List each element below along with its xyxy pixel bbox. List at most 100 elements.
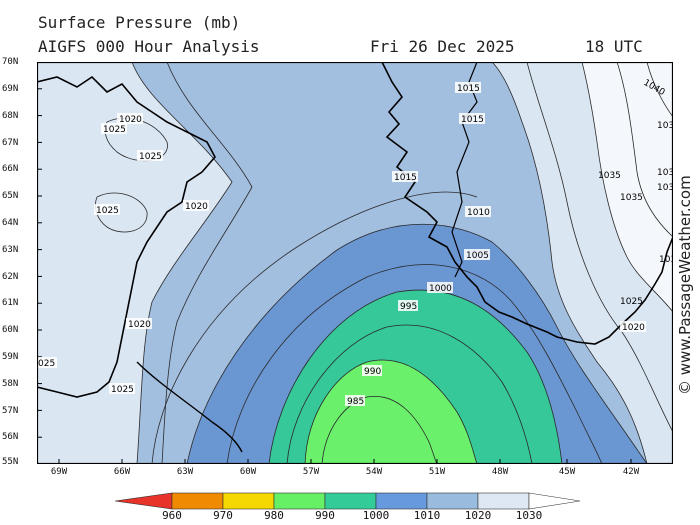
newfoundland-coast	[136, 361, 243, 453]
contour-label: 1035	[598, 171, 621, 181]
legend-swatch-1030	[477, 492, 530, 510]
lon-label: 63W	[176, 467, 194, 477]
lat-label: 65N	[2, 191, 19, 201]
legend-swatch-1010	[375, 492, 428, 510]
map-frame	[37, 62, 673, 464]
contour-label-text: 1025	[111, 385, 134, 395]
legend-tick: 1030	[515, 509, 543, 522]
contour-label-text: 1010	[467, 208, 490, 218]
contour-label: 1025	[109, 383, 135, 395]
contour-label: 025	[37, 357, 57, 369]
pressure-legend	[115, 492, 581, 510]
lat-label: 58N	[2, 379, 19, 389]
contour-label-text: 990	[364, 367, 381, 377]
legend-swatch-max	[528, 492, 581, 510]
contour-label-text: 1015	[394, 173, 417, 183]
contour-label-text: 1025	[139, 152, 162, 162]
contour-label: 1015	[455, 82, 481, 94]
contour-label: 985	[345, 395, 365, 407]
legend-swatch-960	[115, 492, 173, 510]
contour-label: 1025	[137, 150, 163, 162]
contour-label-text: 985	[347, 397, 364, 407]
legend-tick: 980	[264, 509, 284, 522]
lon-label: 66W	[113, 467, 131, 477]
lon-label: 54W	[365, 467, 383, 477]
pressure-map: 1020 1025 1025 1025 1020 1020 025 1025 1…	[37, 62, 673, 464]
valid-date: Fri 26 Dec 2025	[370, 37, 515, 56]
contour-label-text: 1020	[119, 115, 142, 125]
lat-label: 56N	[2, 432, 19, 442]
legend-tick: 1000	[362, 509, 390, 522]
model-run: AIGFS 000 Hour Analysis	[38, 37, 260, 56]
contour-label: 1025	[94, 204, 120, 216]
contour-label-text: 1000	[429, 284, 452, 294]
map-title: Surface Pressure (mb)	[38, 13, 241, 32]
band-1020-west	[37, 62, 232, 464]
legend-swatch-970	[171, 492, 224, 510]
legend-tick: 1020	[464, 509, 492, 522]
contour-label-text: 1020	[622, 323, 645, 333]
legend-swatch-1000	[324, 492, 377, 510]
lat-label: 67N	[2, 138, 19, 148]
lon-label: 45W	[558, 467, 576, 477]
lat-label: 62N	[2, 272, 19, 282]
contour-label: 1000	[427, 282, 453, 294]
contour-label: 1020	[183, 200, 209, 212]
lon-label: 69W	[50, 467, 68, 477]
legend-tick: 990	[315, 509, 335, 522]
labrador-coast	[37, 75, 216, 398]
contour-label: 103	[657, 183, 673, 193]
contour-label: 103	[657, 121, 673, 131]
valid-time: 18 UTC	[585, 37, 643, 56]
contour-label: 1035	[620, 193, 643, 203]
site-credit: © www.PassageWeather.com	[676, 175, 694, 395]
contour-label: 103	[657, 168, 673, 178]
legend-swatch-1020	[426, 492, 479, 510]
lon-label: 48W	[491, 467, 509, 477]
lon-label: 51W	[428, 467, 446, 477]
contour-label-text: 1025	[103, 125, 126, 135]
greenland-coast-north	[382, 62, 478, 278]
contour-label: 990	[362, 365, 382, 377]
contour-label-text: 1025	[620, 297, 643, 307]
contour-label-text: 1015	[461, 115, 484, 125]
legend-tick: 1010	[413, 509, 441, 522]
greenland-coast	[381, 62, 673, 345]
contour-label: 995	[398, 300, 418, 312]
legend-tick: 960	[162, 509, 182, 522]
lat-label: 70N	[2, 57, 19, 67]
contour-label-text: 1020	[185, 202, 208, 212]
legend-tick: 970	[213, 509, 233, 522]
legend-swatch-990	[273, 492, 326, 510]
contour-label: 1025	[101, 123, 127, 135]
legend-swatch-980	[222, 492, 275, 510]
lat-label: 63N	[2, 245, 19, 255]
contour-label-text: 1025	[96, 206, 119, 216]
contour-label: 1025	[620, 297, 643, 307]
lat-label: 59N	[2, 352, 19, 362]
contour-label: 1020	[117, 113, 143, 125]
lat-label: 69N	[2, 84, 19, 94]
contour-label-text: 1015	[457, 84, 480, 94]
lat-label: 57N	[2, 406, 19, 416]
contour-label: 1015	[459, 113, 485, 125]
contour-label-text: 1020	[128, 320, 151, 330]
contour-label-text: 103	[657, 121, 673, 131]
contour-label-text: 103	[659, 255, 673, 265]
lat-label: 66N	[2, 164, 19, 174]
contour-label: 1010	[465, 206, 491, 218]
contour-label-text: 025	[38, 359, 55, 369]
lat-label: 61N	[2, 298, 19, 308]
contour-label-text: 103	[657, 183, 673, 193]
lat-label: 68N	[2, 111, 19, 121]
contour-label-text: 103	[657, 168, 673, 178]
lat-label: 55N	[2, 457, 19, 467]
contour-label-text: 1035	[598, 171, 621, 181]
lon-label: 60W	[239, 467, 257, 477]
contour-label: 103	[659, 255, 673, 265]
lon-label: 42W	[622, 467, 640, 477]
lon-label: 57W	[302, 467, 320, 477]
lat-label: 60N	[2, 325, 19, 335]
contour-label: 1005	[464, 249, 490, 261]
contour-label: 1020	[620, 321, 646, 333]
